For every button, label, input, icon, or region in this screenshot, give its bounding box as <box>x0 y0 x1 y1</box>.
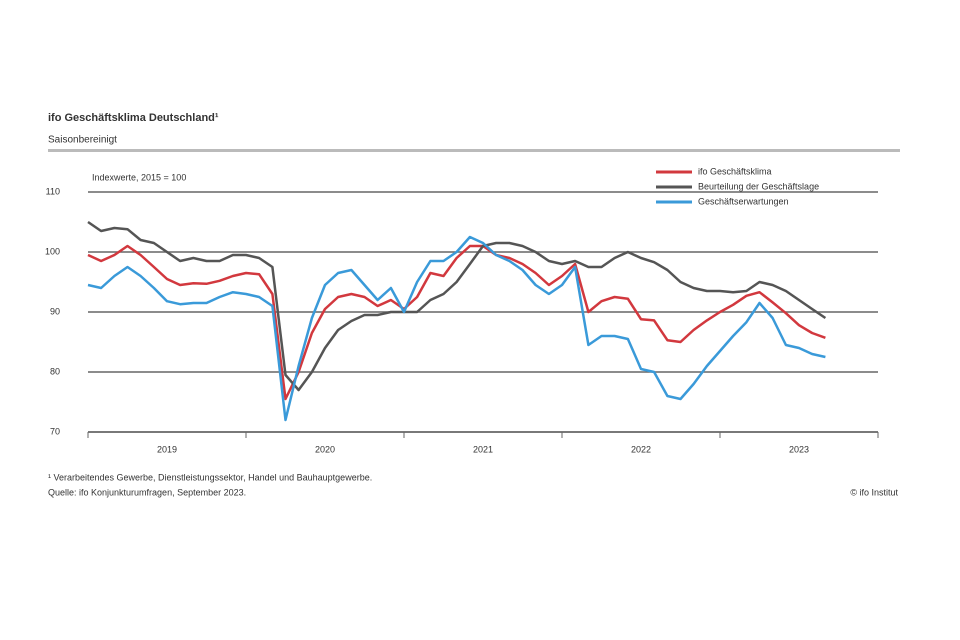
footnote: ¹ Verarbeitendes Gewerbe, Dienstleistung… <box>48 472 372 482</box>
series-line <box>87 244 826 401</box>
x-tick-label: 2019 <box>157 444 177 454</box>
chart-subtitle: Saisonbereinigt <box>48 135 117 146</box>
legend-label: Beurteilung der Geschäftslage <box>698 181 819 191</box>
header-rule <box>48 149 900 152</box>
x-tick-label: 2022 <box>631 444 651 454</box>
x-tick-label: 2020 <box>315 444 335 454</box>
y-tick-label: 90 <box>50 306 60 316</box>
copyright: © ifo Institut <box>850 487 898 497</box>
series-line <box>87 235 826 422</box>
y-tick-label: 70 <box>50 426 60 436</box>
x-tick-label: 2021 <box>473 444 493 454</box>
y-tick-label: 100 <box>45 246 60 256</box>
x-tick-label: 2023 <box>789 444 809 454</box>
chart-title: ifo Geschäftsklima Deutschland¹ <box>48 112 219 124</box>
annotation: Indexwerte, 2015 = 100 <box>92 172 186 182</box>
source: Quelle: ifo Konjunkturumfragen, Septembe… <box>48 487 246 497</box>
y-tick-label: 110 <box>46 186 60 196</box>
series-line <box>87 220 827 392</box>
legend-label: ifo Geschäftsklima <box>698 166 772 176</box>
y-tick-label: 80 <box>50 366 60 376</box>
legend-label: Geschäftserwartungen <box>698 196 789 206</box>
